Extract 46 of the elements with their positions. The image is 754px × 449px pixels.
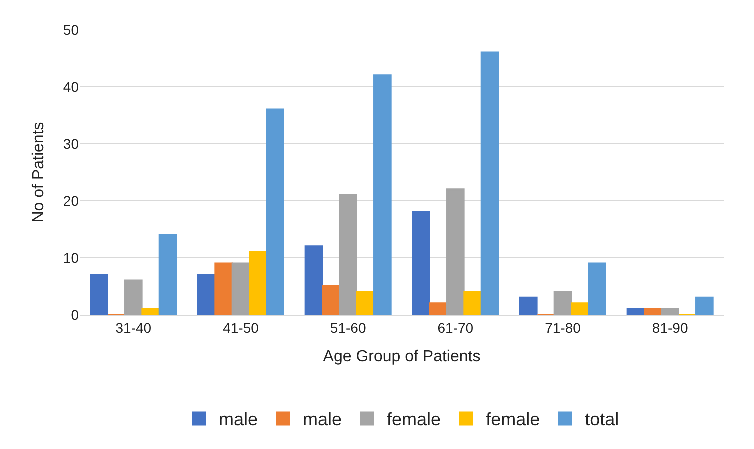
bar [374, 74, 392, 315]
y-tick-label: 30 [63, 136, 80, 152]
bar [322, 286, 340, 315]
bar [571, 302, 590, 315]
bar [480, 52, 500, 315]
y-tick-label: 40 [63, 78, 80, 95]
bar [124, 280, 143, 315]
bar [304, 246, 324, 315]
y-tick-label: 10 [63, 250, 80, 266]
bar [158, 234, 178, 315]
legend-label: female [387, 410, 442, 430]
bar [249, 251, 268, 315]
bar [339, 194, 358, 315]
x-axis-title: Age Group of Patients [323, 348, 481, 366]
bar [554, 291, 572, 315]
bar [520, 296, 538, 315]
x-tick-label: 71-80 [545, 320, 582, 336]
y-axis-title: No of Patients [30, 122, 48, 223]
bar [661, 308, 680, 315]
bar [429, 302, 448, 315]
legend-label: total [585, 410, 620, 430]
bar [464, 291, 482, 315]
x-tick-label: 41-50 [223, 320, 260, 336]
x-tick-label: 81-90 [652, 320, 688, 336]
bar [356, 291, 375, 315]
y-tick-label: 50 [63, 22, 80, 38]
legend-label: male [219, 410, 258, 430]
bar [626, 308, 646, 315]
legend-label: female [486, 410, 540, 430]
bar [412, 211, 430, 315]
bar [588, 262, 606, 315]
bar [446, 188, 465, 315]
bar [142, 308, 160, 315]
bar [214, 262, 233, 315]
bar [696, 296, 714, 315]
x-tick-label: 61-70 [438, 320, 474, 336]
bar [644, 308, 662, 315]
x-tick-label: 31-40 [116, 320, 152, 336]
bar [232, 262, 250, 315]
y-tick-label: 0 [71, 306, 80, 323]
bar [198, 274, 216, 315]
legend-label: male [303, 410, 342, 430]
y-tick-label: 20 [63, 192, 80, 209]
bar [90, 274, 108, 315]
bar [266, 108, 284, 315]
x-tick-label: 51-60 [330, 320, 366, 336]
